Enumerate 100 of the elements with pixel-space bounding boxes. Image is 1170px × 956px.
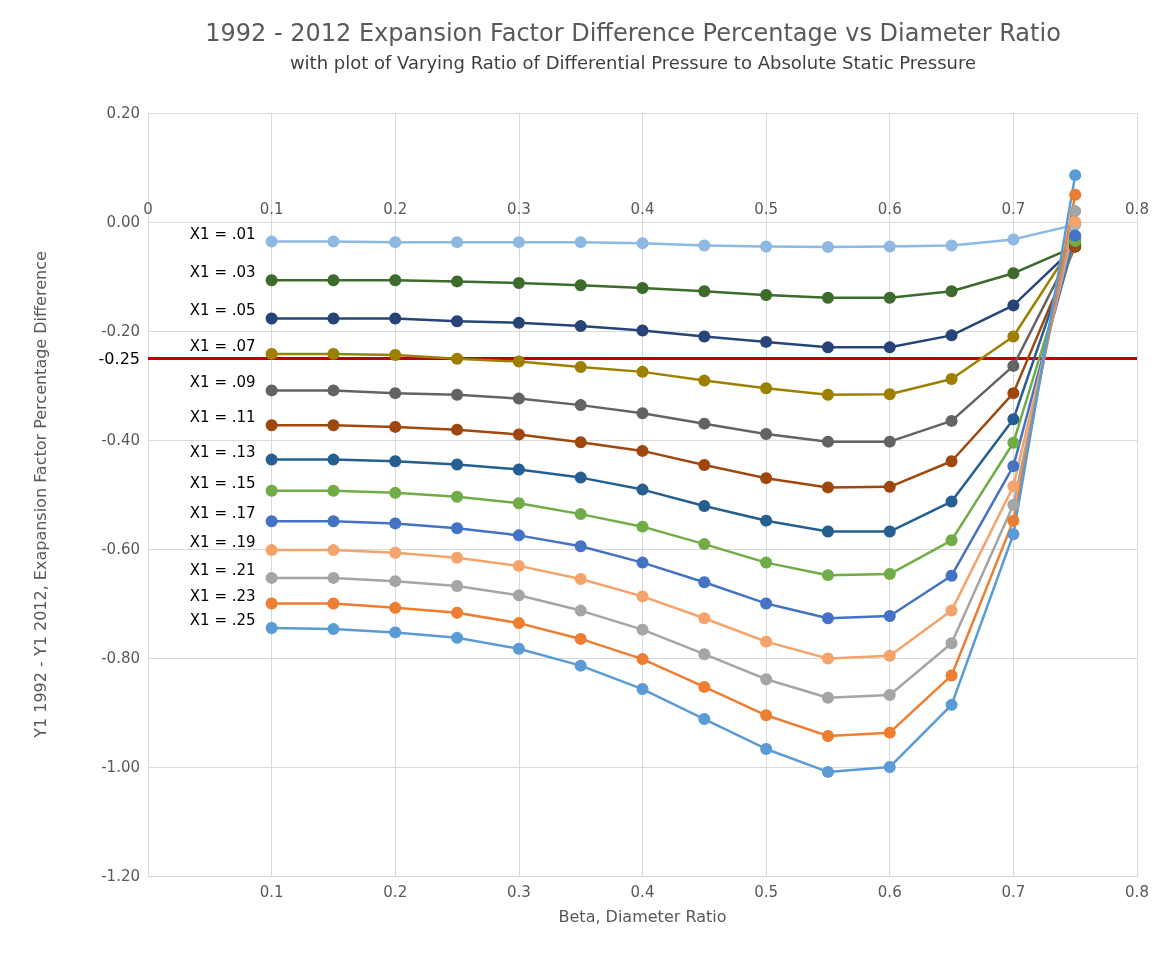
point <box>327 274 340 287</box>
point <box>636 281 649 294</box>
point <box>945 569 958 582</box>
point <box>512 236 525 249</box>
x-tick-label: 0.2 <box>383 882 408 901</box>
point <box>574 508 587 521</box>
point <box>760 240 773 253</box>
x2-tick-label: 0.8 <box>1125 199 1149 218</box>
series-label: X1 = .19 <box>189 533 256 552</box>
point <box>636 653 649 666</box>
point <box>1069 188 1082 201</box>
point <box>512 589 525 602</box>
point <box>389 601 402 614</box>
point <box>698 239 711 252</box>
point <box>265 622 278 635</box>
point <box>451 458 464 471</box>
point <box>636 365 649 378</box>
x-axis-title: Beta, Diameter Ratio <box>558 906 727 926</box>
point <box>389 486 402 499</box>
point <box>636 590 649 603</box>
point <box>760 556 773 569</box>
point <box>883 341 896 354</box>
point <box>389 387 402 400</box>
series-label: X1 = .21 <box>189 560 256 579</box>
point <box>1007 413 1020 426</box>
point <box>945 637 958 650</box>
point <box>451 236 464 249</box>
point <box>883 388 896 401</box>
point <box>265 544 278 557</box>
point <box>389 546 402 559</box>
point <box>1007 330 1020 343</box>
point <box>821 525 834 538</box>
point <box>698 680 711 693</box>
point <box>451 490 464 503</box>
point <box>327 235 340 248</box>
point <box>821 388 834 401</box>
point <box>451 388 464 401</box>
point <box>389 274 402 287</box>
point <box>327 597 340 610</box>
point <box>451 580 464 593</box>
point <box>821 612 834 625</box>
point <box>574 540 587 553</box>
point <box>821 729 834 742</box>
point <box>821 241 834 254</box>
point <box>945 455 958 468</box>
point <box>698 499 711 512</box>
point <box>265 597 278 610</box>
y-tick-label: -0.20 <box>101 322 140 340</box>
point <box>327 347 340 360</box>
series-label: X1 = .09 <box>189 373 256 392</box>
point <box>1007 436 1020 449</box>
point <box>389 455 402 468</box>
point <box>574 320 587 333</box>
point <box>636 407 649 420</box>
point <box>945 698 958 711</box>
point <box>451 522 464 535</box>
x-tick-label: 0.6 <box>877 882 902 901</box>
point <box>451 352 464 365</box>
point <box>698 330 711 343</box>
point <box>945 495 958 508</box>
point <box>698 459 711 472</box>
point <box>327 544 340 557</box>
point <box>821 765 834 778</box>
y-tick-label: -0.40 <box>101 431 140 449</box>
point <box>883 525 896 538</box>
x-tick-label: 0.7 <box>1001 882 1026 901</box>
point <box>574 236 587 249</box>
x-tick-label: 0.3 <box>506 882 531 901</box>
point <box>883 240 896 253</box>
point <box>327 623 340 636</box>
x2-tick-label: 0.1 <box>259 199 284 218</box>
point <box>883 761 896 773</box>
point <box>945 534 958 547</box>
x-tick-label: 0.5 <box>754 882 779 901</box>
x-tick-label: 0.1 <box>259 882 284 901</box>
point <box>265 515 278 528</box>
point <box>945 604 958 617</box>
point <box>698 612 711 625</box>
point <box>574 360 587 373</box>
point <box>945 669 958 682</box>
series-label: X1 = .01 <box>189 224 256 243</box>
series-label: X1 = .25 <box>189 611 256 630</box>
point <box>1069 205 1082 218</box>
point <box>698 648 711 661</box>
point <box>883 649 896 662</box>
y-tick-label: 0.00 <box>106 213 140 231</box>
point <box>1069 169 1082 182</box>
point <box>512 559 525 572</box>
point <box>389 626 402 639</box>
point <box>698 374 711 387</box>
series-label: X1 = .11 <box>189 408 256 427</box>
point <box>821 569 834 582</box>
point <box>883 480 896 493</box>
point <box>698 417 711 430</box>
x2-tick-label: 0.2 <box>383 199 408 218</box>
point <box>698 285 711 298</box>
point <box>821 652 834 665</box>
point <box>451 315 464 328</box>
point <box>512 392 525 405</box>
point <box>265 384 278 397</box>
